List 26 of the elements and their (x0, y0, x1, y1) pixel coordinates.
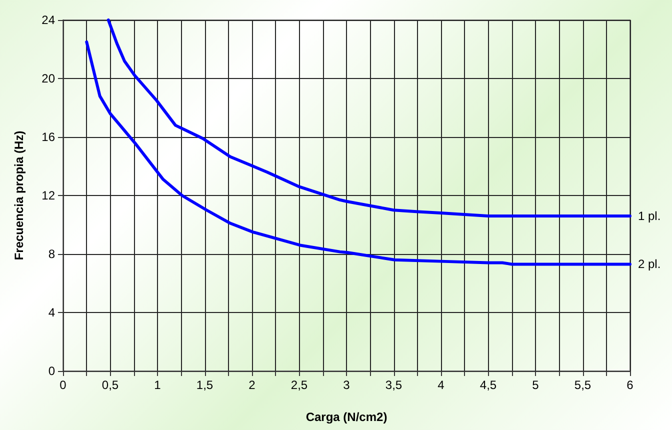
y-axis-title: Frecuencia propia (Hz) (12, 130, 26, 260)
x-axis-title: Carga (N/cm2) (306, 410, 388, 424)
y-tick-label: 20 (42, 72, 56, 86)
series-label: 2 pl. (638, 257, 661, 272)
x-tick-label: 4,5 (480, 378, 497, 392)
x-tick-label: 0 (60, 378, 67, 392)
x-tick-label: 5 (532, 378, 540, 392)
x-tick-label: 5,5 (574, 378, 592, 392)
x-tick-label: 0,5 (102, 378, 119, 392)
x-tick-label: 1,5 (196, 378, 214, 392)
line-series (85, 40, 632, 266)
line-series (106, 18, 632, 218)
y-tick-label: 8 (48, 247, 56, 261)
y-tick-label: 4 (48, 306, 56, 320)
x-tick-label: 2,5 (290, 378, 308, 392)
x-tick-label: 3,5 (385, 378, 402, 392)
x-tick-label: 3 (343, 378, 350, 392)
series-label: 1 pl. (638, 208, 661, 223)
x-tick-label: 4 (438, 378, 445, 392)
y-tick-label: 12 (42, 188, 56, 202)
y-tick-label: 16 (42, 130, 56, 144)
y-tick-label: 0 (48, 364, 56, 378)
y-tick-label: 24 (42, 13, 56, 27)
x-tick-label: 6 (626, 378, 634, 392)
x-tick-label: 1 (154, 378, 162, 392)
x-tick-label: 2 (248, 378, 256, 392)
